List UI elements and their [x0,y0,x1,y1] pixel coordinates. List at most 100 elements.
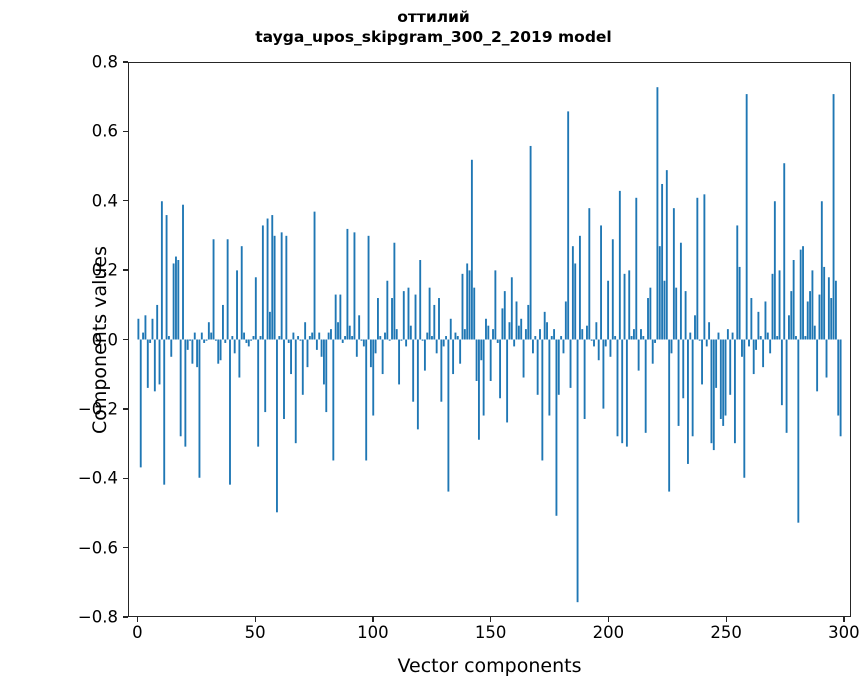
bar [327,332,330,340]
bar [290,339,292,375]
y-axis-tick-labels: −0.8 −0.6 −0.4 −0.2 0.0 0.2 0.4 0.6 0.8 [0,0,118,696]
bar [827,277,830,340]
bar [297,336,300,340]
bar [719,339,722,419]
bar [276,339,278,513]
bar [153,339,156,392]
y-tick-mark [123,338,128,341]
bar [358,315,361,340]
x-tick-mark [490,617,492,622]
bar [790,291,793,340]
bar [144,315,147,340]
bar [595,322,598,340]
bar [245,339,248,343]
bar [369,339,372,368]
bar [722,339,725,426]
bar [616,339,619,437]
bar [351,336,354,340]
bar [501,308,504,340]
bar [637,339,640,371]
bar [207,322,210,340]
bar [254,277,257,340]
bar [229,339,231,485]
bar [682,339,685,399]
bar [360,339,363,341]
bar [766,332,769,340]
bar [785,339,788,433]
bar [813,325,816,340]
bar [780,339,783,406]
bar [548,339,551,416]
bar [466,263,469,340]
bar [555,339,558,516]
bar [696,197,699,340]
bar [687,339,689,464]
bar [597,339,600,361]
y-tick-mark [123,546,128,549]
bar [665,170,668,340]
bar [675,287,678,340]
bar [182,204,184,340]
bar [285,235,288,340]
bar [475,339,478,381]
x-axis-label: Vector components [397,655,582,677]
bar [278,336,281,340]
bar [400,339,403,341]
bar [691,339,694,437]
bar [804,336,807,340]
bar [407,287,410,340]
x-axis-tick-labels: 0 50 100 150 200 250 300 [0,623,867,649]
y-tick-mark [123,200,128,202]
bar [546,322,548,340]
y-tick-mark [123,408,128,410]
bar [670,339,673,354]
bar [524,329,527,340]
bar [578,235,581,340]
bar [562,339,565,354]
bar [773,201,776,340]
bar [334,294,337,340]
bar [377,298,379,340]
bar [393,242,396,340]
bar [177,260,180,340]
bar [398,339,401,385]
bar [379,336,382,340]
bar [477,339,480,440]
bar [762,339,765,368]
bar [146,339,149,388]
bar [487,325,490,340]
bar [522,339,525,378]
bar [374,339,377,354]
bar [823,266,826,340]
bar [292,332,295,340]
bar [473,287,476,340]
bar [445,336,447,340]
bar [203,339,206,343]
x-tick-label: 50 [244,623,266,642]
bar [630,336,633,340]
bar [494,270,497,340]
bar [492,329,494,340]
bar [414,294,417,340]
y-tick-label: 0.0 [91,330,118,349]
bar [250,339,253,341]
bar [811,270,814,340]
bar [513,339,516,347]
bar [583,339,586,419]
bar [447,339,450,492]
bar-series-canvas [137,87,842,603]
bar [346,228,349,340]
bar [142,332,145,340]
bar [764,301,767,340]
bar [651,339,654,364]
bar [684,291,687,340]
bar [679,242,682,340]
bar [280,232,283,340]
bar [313,211,316,340]
bar [757,311,760,340]
bar [506,339,509,423]
bar [480,339,483,361]
bar [743,339,746,478]
bar [543,311,546,340]
x-tick-mark [372,617,374,622]
